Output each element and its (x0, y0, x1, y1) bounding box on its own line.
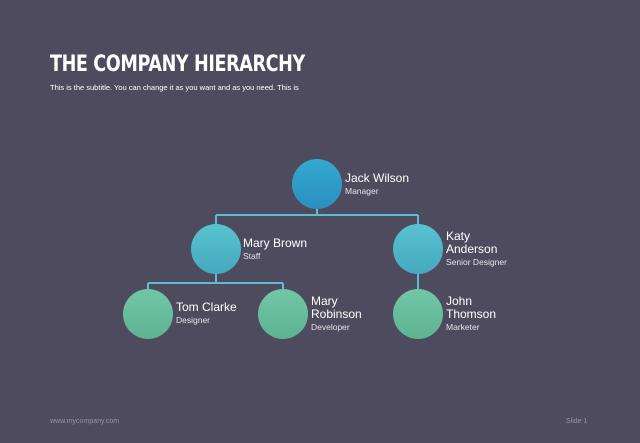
node-name: Jack Wilson (345, 171, 410, 185)
node-label-mary-robinson: Mary Robinson Developer (311, 295, 362, 333)
footer-website: www.mycompany.com (50, 418, 120, 425)
node-label-katy-anderson: Katy Anderson Senior Designer (446, 230, 507, 268)
node-name: Katy Anderson (446, 229, 498, 256)
node-name: Tom Clarke (176, 300, 237, 314)
node-label-jack-wilson: Jack Wilson Manager (345, 172, 409, 197)
node-role: Staff (243, 251, 261, 261)
node-name: John Thomson (446, 294, 497, 321)
node-role: Marketer (446, 322, 480, 332)
node-name: Mary Brown (243, 236, 308, 250)
node-circle-mary-brown (191, 224, 241, 274)
node-circle-tom-clarke (123, 289, 173, 339)
node-label-tom-clarke: Tom Clarke Designer (176, 301, 237, 326)
node-circle-jack-wilson (292, 159, 342, 209)
node-role: Designer (176, 315, 211, 325)
node-role: Developer (311, 322, 350, 332)
node-label-mary-brown: Mary Brown Staff (243, 237, 307, 262)
node-circle-mary-robinson (258, 289, 308, 339)
node-circle-katy-anderson (393, 224, 443, 274)
node-name: Mary Robinson (311, 294, 362, 321)
node-circle-john-thomson (393, 289, 443, 339)
node-role: Senior Designer (446, 257, 507, 267)
slide-title: THE COMPANY HIERARCHY (50, 52, 305, 77)
slide-subtitle: This is the subtitle. You can change it … (50, 83, 299, 92)
node-role: Manager (345, 186, 379, 196)
node-label-john-thomson: John Thomson Marketer (446, 295, 496, 333)
footer-slide-number: Slide 1 (566, 418, 588, 425)
